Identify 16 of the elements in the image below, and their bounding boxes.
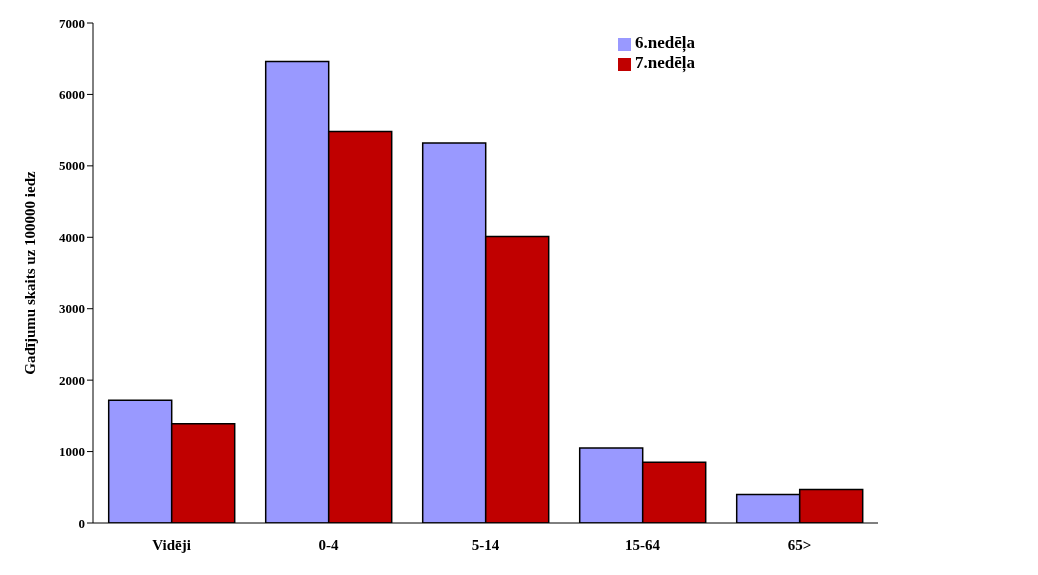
y-tick-label: 4000 bbox=[59, 229, 85, 245]
legend-label: 7.nedēļa bbox=[635, 53, 695, 72]
y-axis-title: Gadījumu skaits uz 100000 iedz bbox=[22, 170, 39, 375]
legend-label: 6.nedēļa bbox=[635, 33, 695, 52]
x-tick-label: 65> bbox=[787, 536, 812, 553]
y-tick-label: 2000 bbox=[59, 372, 85, 388]
y-tick-label: 1000 bbox=[59, 444, 85, 460]
y-tick-label: 6000 bbox=[59, 87, 85, 103]
x-tick-label: 5-14 bbox=[471, 536, 500, 553]
y-tick-label: 3000 bbox=[59, 301, 85, 317]
x-tick-label: 15-64 bbox=[625, 536, 661, 553]
y-tick-label: 5000 bbox=[59, 158, 85, 174]
x-tick-label: Vidēji bbox=[152, 536, 191, 553]
y-tick-label: 7000 bbox=[59, 15, 85, 31]
x-tick-label: 0-4 bbox=[318, 536, 339, 553]
y-tick-label: 0 bbox=[78, 515, 85, 531]
